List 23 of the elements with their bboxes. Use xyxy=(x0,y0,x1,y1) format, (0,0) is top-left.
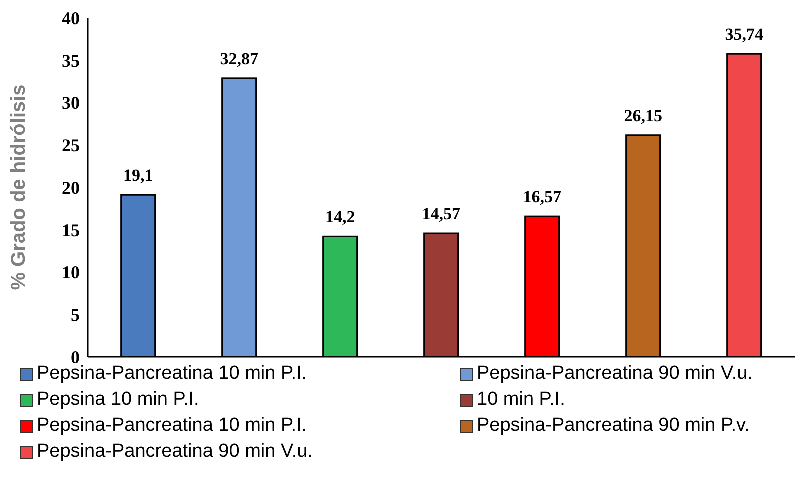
data-label: 26,15 xyxy=(624,106,662,126)
data-label: 19,1 xyxy=(123,166,154,186)
y-tick-label: 20 xyxy=(62,178,80,198)
y-tick-label: 15 xyxy=(62,220,80,240)
y-tick-label: 30 xyxy=(62,93,80,114)
y-axis-title: % Grado de hidrólisis xyxy=(8,84,30,290)
legend-label: Pepsina 10 min P.I. xyxy=(37,389,200,411)
legend-label: Pepsina-Pancreatina 90 min V.u. xyxy=(37,441,314,463)
y-tick-label: 40 xyxy=(62,8,80,28)
y-tick-label: 5 xyxy=(71,305,80,326)
legend-label: Pepsina-Pancreatina 90 min P.v. xyxy=(477,415,750,437)
data-label: 16,57 xyxy=(523,188,562,207)
y-tick-label: 10 xyxy=(62,262,80,283)
legend-label: Pepsina-Pancreatina 10 min P.I. xyxy=(37,415,308,437)
legend-label: 10 min P.I. xyxy=(477,389,566,411)
legend-label: Pepsina-Pancreatina 10 min P.I. xyxy=(37,363,308,385)
data-label: 32,87 xyxy=(220,49,259,68)
y-tick-label: 35 xyxy=(62,50,80,71)
legend-label: Pepsina-Pancreatina 90 min V.u. xyxy=(477,363,754,385)
data-label: 35,74 xyxy=(725,25,764,44)
data-label: 14,57 xyxy=(422,204,461,224)
data-label: 14,2 xyxy=(325,208,356,227)
y-tick-label: 25 xyxy=(62,136,80,156)
